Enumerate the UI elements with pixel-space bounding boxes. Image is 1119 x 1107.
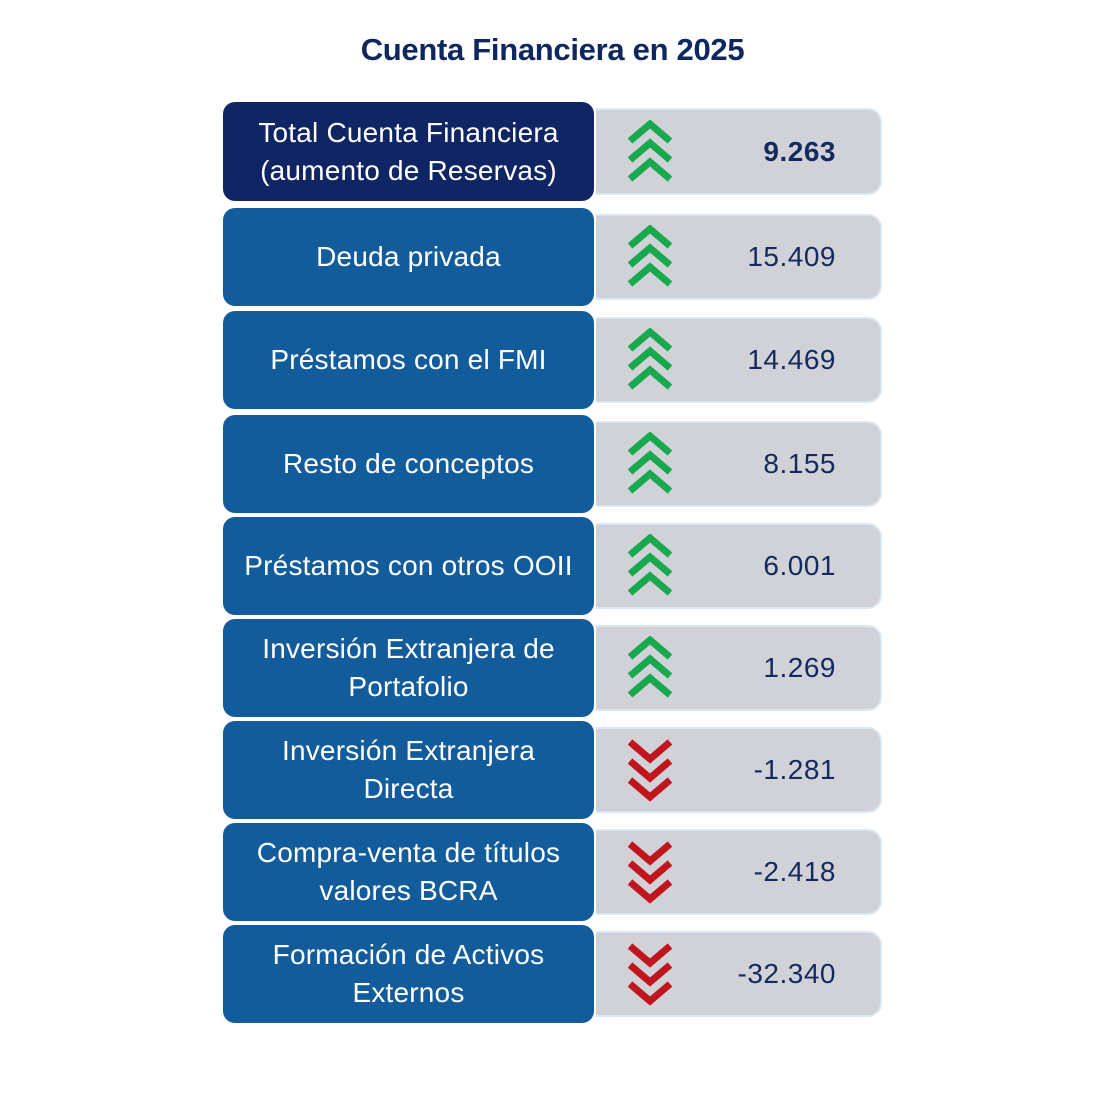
row-label: Préstamos con otros OOII — [223, 517, 594, 615]
row-label: Préstamos con el FMI — [223, 311, 594, 409]
chevron-mark — [628, 636, 672, 660]
value-cell: 14.469 — [596, 317, 882, 403]
chevron-mark — [628, 758, 672, 783]
chevron-mark — [628, 328, 672, 352]
chevron-mark — [628, 137, 672, 163]
chevron-mark — [628, 262, 672, 287]
chevron-mark — [628, 552, 672, 577]
chevron-mark — [628, 469, 672, 494]
chevron-mark — [628, 673, 672, 698]
arrow-up-icon — [628, 432, 672, 494]
row-label: Inversión Extranjera Directa — [223, 721, 594, 819]
row-value: 8.155 — [763, 448, 836, 479]
row-value: 1.269 — [763, 652, 836, 683]
chevron-mark — [628, 365, 672, 390]
table-row: Formación de Activos Externos -32.340 — [223, 925, 883, 1023]
chart-title: Cuenta Financiera en 2025 — [360, 32, 745, 67]
chevron-mark — [628, 346, 672, 371]
arrow-up-icon — [628, 636, 672, 698]
row-label: Deuda privada — [223, 208, 594, 306]
chevron-mark — [628, 962, 672, 987]
row-label: Compra-venta de títulos valores BCRA — [223, 823, 594, 921]
table-row: Compra-venta de títulos valores BCRA -2.4… — [223, 823, 883, 921]
value-cell: 1.269 — [596, 625, 882, 711]
chevron-mark — [628, 225, 672, 249]
row-label: Inversión Extranjera de Portafolio — [223, 619, 594, 717]
table-row: Resto de conceptos 8.155 — [223, 415, 883, 513]
value-cell: -32.340 — [596, 931, 882, 1017]
chevron-mark — [628, 777, 672, 802]
chevron-mark — [628, 879, 672, 904]
table-row: Inversión Extranjera Directa -1.281 — [223, 721, 883, 819]
chevron-mark — [628, 739, 672, 764]
chevron-mark — [628, 119, 672, 144]
arrow-up-icon — [628, 225, 672, 287]
arrow-up-icon — [628, 119, 672, 182]
chevron-mark — [628, 841, 672, 866]
table-row: Deuda privada 15.409 — [223, 208, 883, 306]
chevron-mark — [628, 860, 672, 885]
row-value: 15.409 — [747, 241, 836, 272]
chevron-mark — [628, 981, 672, 1006]
value-cell: 6.001 — [596, 523, 882, 609]
arrow-up-icon — [628, 534, 672, 596]
chevron-mark — [628, 534, 672, 558]
value-cell: -2.418 — [596, 829, 882, 915]
chevron-mark — [628, 156, 672, 182]
chevron-mark — [628, 432, 672, 456]
chevron-mark — [628, 450, 672, 475]
chevron-mark — [628, 943, 672, 968]
arrow-down-icon — [628, 841, 672, 904]
chevron-mark — [628, 654, 672, 679]
arrow-down-icon — [628, 739, 672, 802]
chevron-mark — [628, 243, 672, 268]
chevron-mark — [628, 571, 672, 596]
table-row: Préstamos con el FMI 14.469 — [223, 311, 883, 409]
arrow-up-icon — [628, 328, 672, 390]
value-cell: 15.409 — [596, 214, 882, 300]
row-value: -32.340 — [737, 958, 836, 989]
arrow-down-icon — [628, 943, 672, 1006]
value-cell: -1.281 — [596, 727, 882, 813]
row-label: Total Cuenta Financiera (aumento de Rese… — [223, 102, 594, 201]
row-value: 6.001 — [763, 550, 836, 581]
row-label: Resto de conceptos — [223, 415, 594, 513]
row-value: 9.263 — [763, 135, 836, 167]
table-row: Inversión Extranjera de Portafolio 1.269 — [223, 619, 883, 717]
row-label: Formación de Activos Externos — [223, 925, 594, 1023]
table-row: Préstamos con otros OOII 6.001 — [223, 517, 883, 615]
row-value: -2.418 — [753, 856, 836, 887]
value-cell: 9.263 — [596, 108, 882, 195]
row-value: -1.281 — [753, 754, 836, 785]
row-value: 14.469 — [747, 344, 836, 375]
table-row: Total Cuenta Financiera (aumento de Rese… — [223, 102, 883, 201]
value-cell: 8.155 — [596, 421, 882, 507]
